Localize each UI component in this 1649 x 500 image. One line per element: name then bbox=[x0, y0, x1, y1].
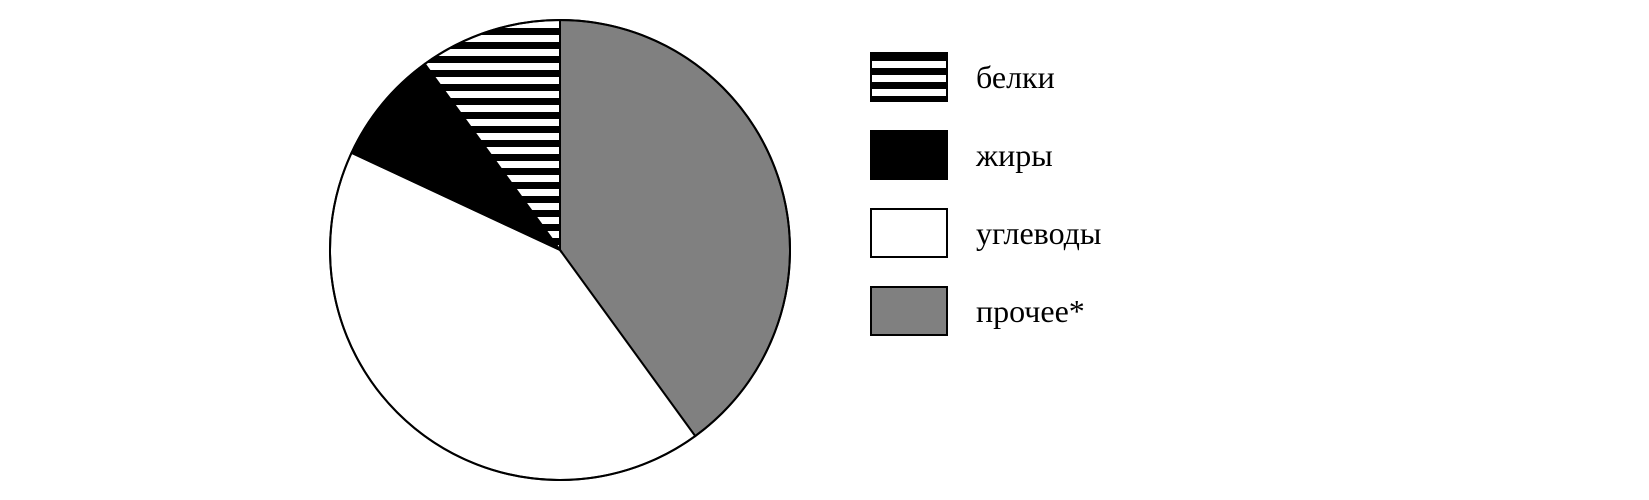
legend-label-uglevody: углеводы bbox=[976, 215, 1101, 252]
chart-stage: белки жиры углеводы прочее* bbox=[0, 0, 1649, 500]
legend-swatch-prochee bbox=[870, 286, 948, 336]
legend-label-zhiry: жиры bbox=[976, 137, 1053, 174]
legend-swatch-zhiry bbox=[870, 130, 948, 180]
legend-item-uglevody: углеводы bbox=[870, 208, 1101, 258]
legend-item-zhiry: жиры bbox=[870, 130, 1101, 180]
pie-chart bbox=[0, 0, 1649, 500]
legend-item-prochee: прочее* bbox=[870, 286, 1101, 336]
legend-item-belki: белки bbox=[870, 52, 1101, 102]
legend-label-prochee: прочее* bbox=[976, 293, 1085, 330]
legend-swatch-belki bbox=[870, 52, 948, 102]
legend-label-belki: белки bbox=[976, 59, 1055, 96]
legend-swatch-uglevody bbox=[870, 208, 948, 258]
legend: белки жиры углеводы прочее* bbox=[870, 52, 1101, 336]
